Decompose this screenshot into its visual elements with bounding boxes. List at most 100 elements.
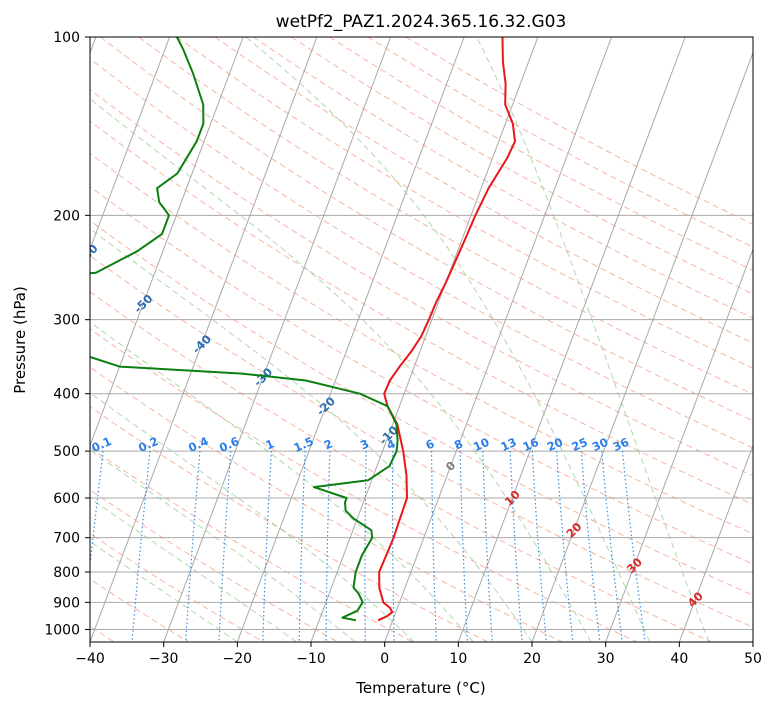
y-tick-label: 900: [53, 595, 80, 611]
mixing-ratio-line: [364, 451, 367, 642]
sounding-series: [90, 37, 516, 622]
mixing-ratio-line: [325, 451, 331, 642]
mixing-ratio-line: [391, 451, 395, 642]
moist-adiabats: [90, 37, 710, 642]
dry-adiabat: [138, 37, 753, 395]
plot-frame: [89, 36, 754, 643]
mixing-ratio-label: 36: [611, 435, 631, 454]
dry-adiabat: [90, 291, 712, 642]
dry-adiabat: [90, 406, 488, 642]
x-tick-label: −10: [296, 651, 326, 667]
dry-adiabat: [329, 37, 753, 271]
isotherm-line: [605, 247, 753, 642]
isotherm-label: 30: [624, 555, 645, 576]
isotherm-label: -60: [76, 241, 101, 266]
mixing-ratio-label: 0.4: [186, 434, 210, 455]
dry-adiabat: [90, 88, 753, 477]
dry-adiabat: [90, 447, 414, 642]
y-tick-label: 100: [53, 30, 80, 46]
mixing-ratio-lines: [90, 451, 646, 642]
x-tick-label: 10: [449, 651, 467, 667]
moist-adiabat: [476, 37, 710, 642]
chart-title: wetPf2_PAZ1.2024.365.16.32.G03: [276, 12, 567, 32]
dry-adiabat: [90, 220, 753, 596]
moist-adiabat: [90, 449, 356, 642]
isotherm-label: -40: [189, 332, 214, 357]
moist-adiabat: [90, 540, 238, 642]
moist-adiabat: [90, 497, 297, 642]
y-axis-label: Pressure (hPa): [11, 286, 29, 394]
temperature-line: [377, 37, 516, 622]
mixing-ratio-line: [601, 451, 623, 642]
x-axis-ticks: −40 −30 −20 −10 0 10 20 30 40 50: [75, 642, 762, 667]
dry-adiabat: [90, 366, 563, 642]
mixing-ratio-label: 1: [263, 436, 276, 452]
mixing-ratio-line: [509, 451, 523, 642]
dry-adiabat: [214, 37, 753, 344]
isotherm-line: [90, 37, 171, 251]
dry-adiabat: [90, 255, 753, 628]
mixing-ratio-label: 13: [498, 435, 518, 454]
mixing-ratio-label: 2: [322, 436, 335, 452]
y-tick-label: 1000: [44, 622, 80, 638]
isotherms: [90, 37, 753, 642]
mixing-ratio-label: 30: [590, 435, 610, 454]
mixing-ratio-line: [218, 451, 232, 642]
mixing-ratio-label: 8: [452, 436, 465, 452]
x-tick-label: 50: [744, 651, 762, 667]
mixing-ratio-label: 16: [521, 435, 541, 454]
isotherm-line: [90, 37, 318, 642]
isotherm-label: 0: [443, 458, 459, 474]
mixing-ratio-line: [621, 451, 646, 642]
isotherm-line: [384, 37, 613, 642]
mixing-ratio-line: [185, 451, 201, 642]
mixing-ratio-label: 3: [358, 436, 371, 452]
y-tick-label: 600: [53, 491, 80, 507]
mixing-ratio-line: [459, 451, 469, 642]
x-tick-label: −40: [75, 651, 105, 667]
mixing-ratio-line: [131, 451, 151, 642]
mixing-ratio-line: [482, 451, 493, 642]
dry-adiabat: [90, 578, 190, 642]
isotherm-label: 10: [502, 487, 523, 508]
mixing-ratio-line: [298, 451, 306, 642]
y-tick-label: 200: [53, 208, 80, 224]
x-tick-label: 20: [523, 651, 541, 667]
x-tick-label: 0: [380, 651, 389, 667]
dry-adiabat: [90, 489, 339, 642]
isotherm-label: 40: [685, 589, 706, 610]
isotherm-line: [457, 37, 686, 642]
isotherm-line: [236, 37, 465, 642]
moist-adiabat: [90, 321, 474, 642]
x-tick-label: 40: [670, 651, 688, 667]
mixing-ratio-line: [431, 451, 437, 642]
moist-adiabat: [245, 37, 651, 642]
x-tick-label: 30: [597, 651, 615, 667]
mixing-ratio-line: [90, 451, 104, 571]
mixing-ratio-label: 4: [385, 436, 398, 452]
mixing-ratio-line: [262, 451, 272, 642]
isotherm-label: -70: [21, 193, 46, 218]
isotherm-line: [310, 37, 539, 642]
mixing-ratio-label: 20: [545, 435, 565, 454]
isotherm-line: [678, 444, 753, 642]
isobars: [90, 37, 753, 630]
moist-adiabat: [90, 98, 592, 642]
mixing-ratio-label: 0.6: [217, 434, 241, 455]
x-tick-label: −30: [149, 651, 179, 667]
moist-adiabat: [90, 392, 415, 642]
isotherm-line: [531, 51, 753, 642]
x-axis-label: Temperature (°C): [355, 679, 485, 697]
y-tick-label: 500: [53, 444, 80, 460]
moist-adiabat: [90, 227, 533, 642]
mixing-ratio-line: [580, 451, 601, 642]
y-tick-label: 800: [53, 565, 80, 581]
plot-area: -100-90-80-70-60-50-40-30-20-10010203040…: [21, 37, 753, 642]
y-tick-label: 300: [53, 313, 80, 329]
mixing-ratio-line: [555, 451, 574, 642]
mixing-ratio-label: 10: [471, 435, 491, 454]
isotherm-line: [752, 640, 753, 642]
x-tick-label: −20: [223, 651, 253, 667]
mixing-ratio-line: [531, 451, 547, 642]
